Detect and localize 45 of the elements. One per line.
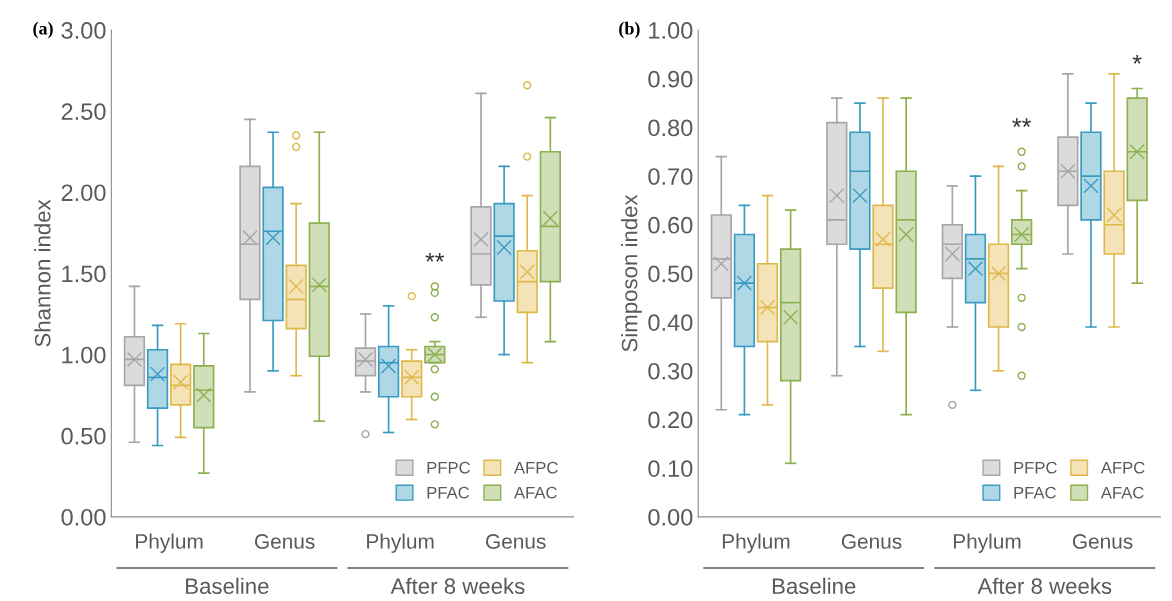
x-tick-label: Phylum xyxy=(722,533,790,553)
text: After 8 weeks xyxy=(977,577,1112,595)
y-tick-label: 0.30 xyxy=(648,362,693,380)
x-tick-label: Phylum xyxy=(367,533,434,553)
y-tick-label: 0.00 xyxy=(61,508,106,526)
legend-label: AFPC xyxy=(514,461,558,474)
legend-label: AFPC xyxy=(1100,461,1145,474)
y-tick-label: 0.80 xyxy=(648,119,693,137)
y-tick-label: 0.70 xyxy=(648,168,693,185)
y-tick-label: 0.50 xyxy=(61,427,106,445)
annotation: * xyxy=(1132,54,1142,64)
legend-label: PFAC xyxy=(1014,486,1056,499)
y-tick-label: 1.00 xyxy=(649,22,693,39)
text: Baseline xyxy=(772,577,856,595)
y-tick-label: 0.00 xyxy=(648,508,693,526)
y-tick-label: 0.60 xyxy=(648,216,693,234)
text: After 8 weeks xyxy=(390,577,525,595)
legend-label: PFAC xyxy=(427,486,470,499)
x-tick-label: Phylum xyxy=(136,533,203,553)
legend-label: AFAC xyxy=(1100,486,1144,499)
y-tick-label: 0.10 xyxy=(648,460,693,477)
y-axis-title: Simposon index xyxy=(621,194,642,352)
legend-label: PFPC xyxy=(1014,461,1057,474)
x-tick-label: Genus xyxy=(254,534,315,549)
y-tick-label: 1.00 xyxy=(62,346,106,364)
y-tick-label: 0.50 xyxy=(648,265,693,283)
text: Baseline xyxy=(186,577,269,595)
chart-title: (b) xyxy=(619,21,640,39)
annotation: ** xyxy=(425,252,445,262)
x-tick-label: Phylum xyxy=(953,533,1021,553)
y-tick-label: 1.50 xyxy=(62,265,106,283)
y-axis-title: Shannon index xyxy=(34,199,51,347)
y-tick-label: 2.50 xyxy=(61,103,106,120)
y-tick-label: 2.00 xyxy=(61,184,106,202)
legend-label: AFAC xyxy=(514,486,557,499)
annotation: ** xyxy=(1012,118,1031,128)
legend-label: PFPC xyxy=(427,461,471,474)
y-tick-label: 0.90 xyxy=(648,70,693,88)
x-tick-label: Genus xyxy=(486,534,546,549)
y-tick-label: 3.00 xyxy=(61,22,106,39)
x-tick-label: Genus xyxy=(841,534,902,549)
y-tick-label: 0.40 xyxy=(648,314,693,331)
chart-title: (a) xyxy=(33,21,53,39)
x-tick-label: Genus xyxy=(1072,534,1133,549)
y-tick-label: 0.20 xyxy=(648,411,693,429)
